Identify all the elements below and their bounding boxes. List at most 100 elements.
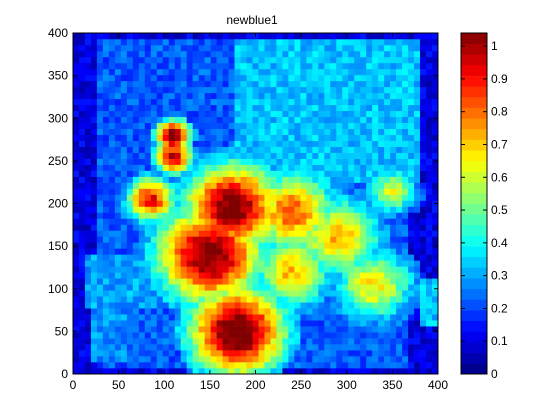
heatmap-cell	[420, 224, 427, 231]
heatmap-cell	[228, 272, 235, 279]
heatmap-cell	[330, 338, 337, 345]
heatmap-cell	[312, 308, 319, 315]
heatmap-cell	[318, 332, 325, 339]
heatmap-cell	[294, 33, 301, 40]
heatmap-cell	[198, 194, 205, 201]
heatmap-cell	[312, 338, 319, 345]
heatmap-cell	[336, 362, 343, 369]
heatmap-cell	[264, 368, 271, 375]
heatmap-cell	[378, 110, 385, 118]
heatmap-cell	[348, 182, 355, 189]
heatmap-cell	[246, 134, 253, 141]
heatmap-cell	[378, 338, 385, 345]
heatmap-cell	[198, 332, 205, 339]
heatmap-cell	[396, 284, 403, 291]
heatmap-cell	[222, 332, 229, 339]
heatmap-cell	[276, 104, 283, 112]
heatmap-cell	[366, 308, 373, 315]
colorbar-band	[461, 256, 487, 268]
heatmap-cell	[144, 272, 152, 279]
heatmap-cell	[234, 92, 241, 100]
heatmap-cell	[282, 332, 289, 339]
heatmap-cell	[234, 350, 241, 357]
heatmap-cell	[384, 224, 391, 231]
heatmap-cell	[402, 116, 409, 124]
heatmap-cell	[246, 176, 253, 183]
heatmap-cell	[402, 33, 409, 40]
heatmap-cell	[288, 362, 295, 369]
heatmap-cell	[126, 356, 134, 363]
heatmap-cell	[414, 38, 421, 46]
heatmap-cell	[420, 254, 427, 261]
heatmap-cell	[378, 44, 385, 52]
heatmap-cell	[402, 290, 409, 297]
heatmap-cell	[342, 38, 349, 46]
heatmap-cell	[426, 158, 433, 165]
heatmap-cell	[180, 302, 187, 309]
heatmap-cell	[324, 152, 331, 159]
heatmap-cell	[144, 320, 152, 327]
heatmap-cell	[234, 260, 241, 267]
heatmap-cell	[73, 326, 80, 333]
heatmap-cell	[354, 122, 361, 130]
heatmap-cell	[390, 344, 397, 351]
heatmap-cell	[378, 56, 385, 64]
heatmap-cell	[354, 158, 361, 165]
heatmap-cell	[330, 176, 337, 183]
heatmap-cell	[120, 326, 128, 333]
heatmap-cell	[84, 92, 92, 100]
heatmap-cell	[354, 98, 361, 106]
heatmap-cell	[180, 50, 187, 58]
heatmap-cell	[73, 128, 80, 135]
heatmap-cell	[258, 128, 265, 135]
heatmap-cell	[282, 33, 289, 40]
heatmap-cell	[300, 338, 307, 345]
heatmap-cell	[246, 38, 253, 46]
heatmap-cell	[354, 278, 361, 285]
heatmap-cell	[234, 110, 241, 118]
heatmap-cell	[102, 290, 110, 297]
heatmap-cell	[132, 320, 140, 327]
heatmap-cell	[108, 296, 116, 303]
heatmap-cell	[150, 38, 158, 46]
heatmap-cell	[312, 62, 319, 70]
heatmap-cell	[186, 116, 193, 124]
heatmap-cell	[132, 332, 140, 339]
heatmap-cell	[138, 296, 146, 303]
heatmap-cell	[282, 164, 289, 171]
heatmap-cell	[120, 254, 128, 261]
heatmap-cell	[270, 200, 277, 207]
heatmap-cell	[216, 50, 223, 58]
heatmap-cell	[426, 284, 433, 291]
heatmap-cell	[102, 248, 110, 255]
heatmap-cell	[204, 272, 211, 279]
heatmap-cell	[84, 278, 92, 285]
heatmap-cell	[282, 56, 289, 64]
heatmap-cell	[126, 38, 134, 46]
heatmap-cell	[210, 134, 217, 141]
heatmap-cell	[240, 122, 247, 130]
heatmap-cell	[240, 80, 247, 88]
heatmap-cell	[180, 230, 187, 237]
heatmap-cell	[390, 200, 397, 207]
heatmap-cell	[324, 218, 331, 225]
heatmap-cell	[114, 278, 122, 285]
heatmap-cell	[348, 56, 355, 64]
heatmap-cell	[228, 224, 235, 231]
heatmap-cell	[426, 230, 433, 237]
heatmap-cell	[258, 218, 265, 225]
heatmap-cell	[204, 122, 211, 130]
heatmap-cell	[186, 338, 193, 345]
heatmap-cell	[192, 248, 199, 255]
heatmap-cell	[306, 194, 313, 201]
heatmap-cell	[192, 44, 199, 52]
heatmap-cell	[324, 212, 331, 219]
heatmap-cell	[228, 170, 235, 177]
heatmap-cell	[396, 152, 403, 159]
heatmap-cell	[312, 182, 319, 189]
heatmap-cell	[414, 128, 421, 135]
heatmap-cell	[396, 272, 403, 279]
heatmap-cell	[390, 176, 397, 183]
heatmap-cell	[78, 38, 86, 46]
heatmap-cell	[108, 284, 116, 291]
